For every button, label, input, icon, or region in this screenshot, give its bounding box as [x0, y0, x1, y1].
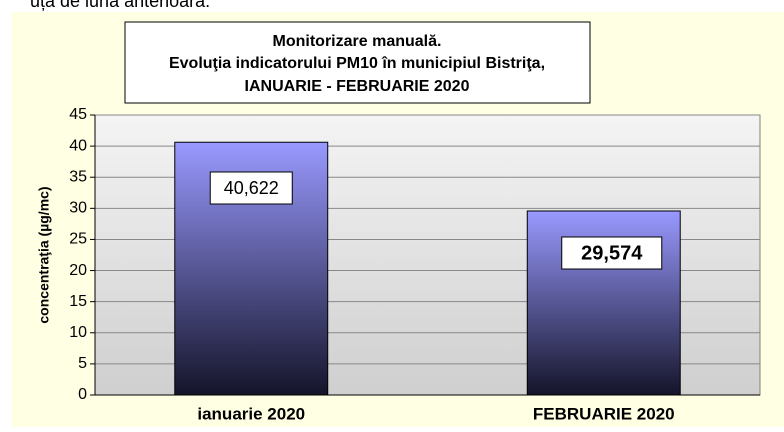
chart-title: IANUARIE - FEBRUARIE 2020 — [245, 78, 470, 95]
data-label-box — [561, 236, 663, 270]
y-tick-label: 35 — [69, 168, 87, 185]
y-tick-label: 30 — [69, 200, 87, 217]
y-tick-label: 5 — [78, 355, 87, 372]
title-box — [124, 21, 591, 104]
y-tick-label: 0 — [78, 386, 87, 403]
data-label-box — [209, 171, 293, 205]
data-label: 29,574 — [581, 242, 643, 264]
data-label: 40,622 — [224, 178, 279, 198]
y-tick-label: 25 — [69, 231, 87, 248]
y-tick-label: 20 — [69, 262, 87, 279]
y-tick-label: 10 — [69, 324, 87, 341]
y-tick-label: 15 — [69, 293, 87, 310]
note: uța de luna anterioară. — [30, 0, 210, 11]
chart-title: Monitorizare manuală. — [273, 33, 442, 50]
x-tick-label: FEBRUARIE 2020 — [533, 404, 675, 423]
y-tick-label: 40 — [69, 137, 87, 154]
y-axis-label: concentraţia (µg/mc) — [36, 186, 52, 323]
y-tick-label: 45 — [69, 106, 87, 123]
x-tick-label: ianuarie 2020 — [197, 404, 305, 423]
chart-title: Evoluţia indicatorului PM10 în municipiu… — [169, 55, 545, 72]
